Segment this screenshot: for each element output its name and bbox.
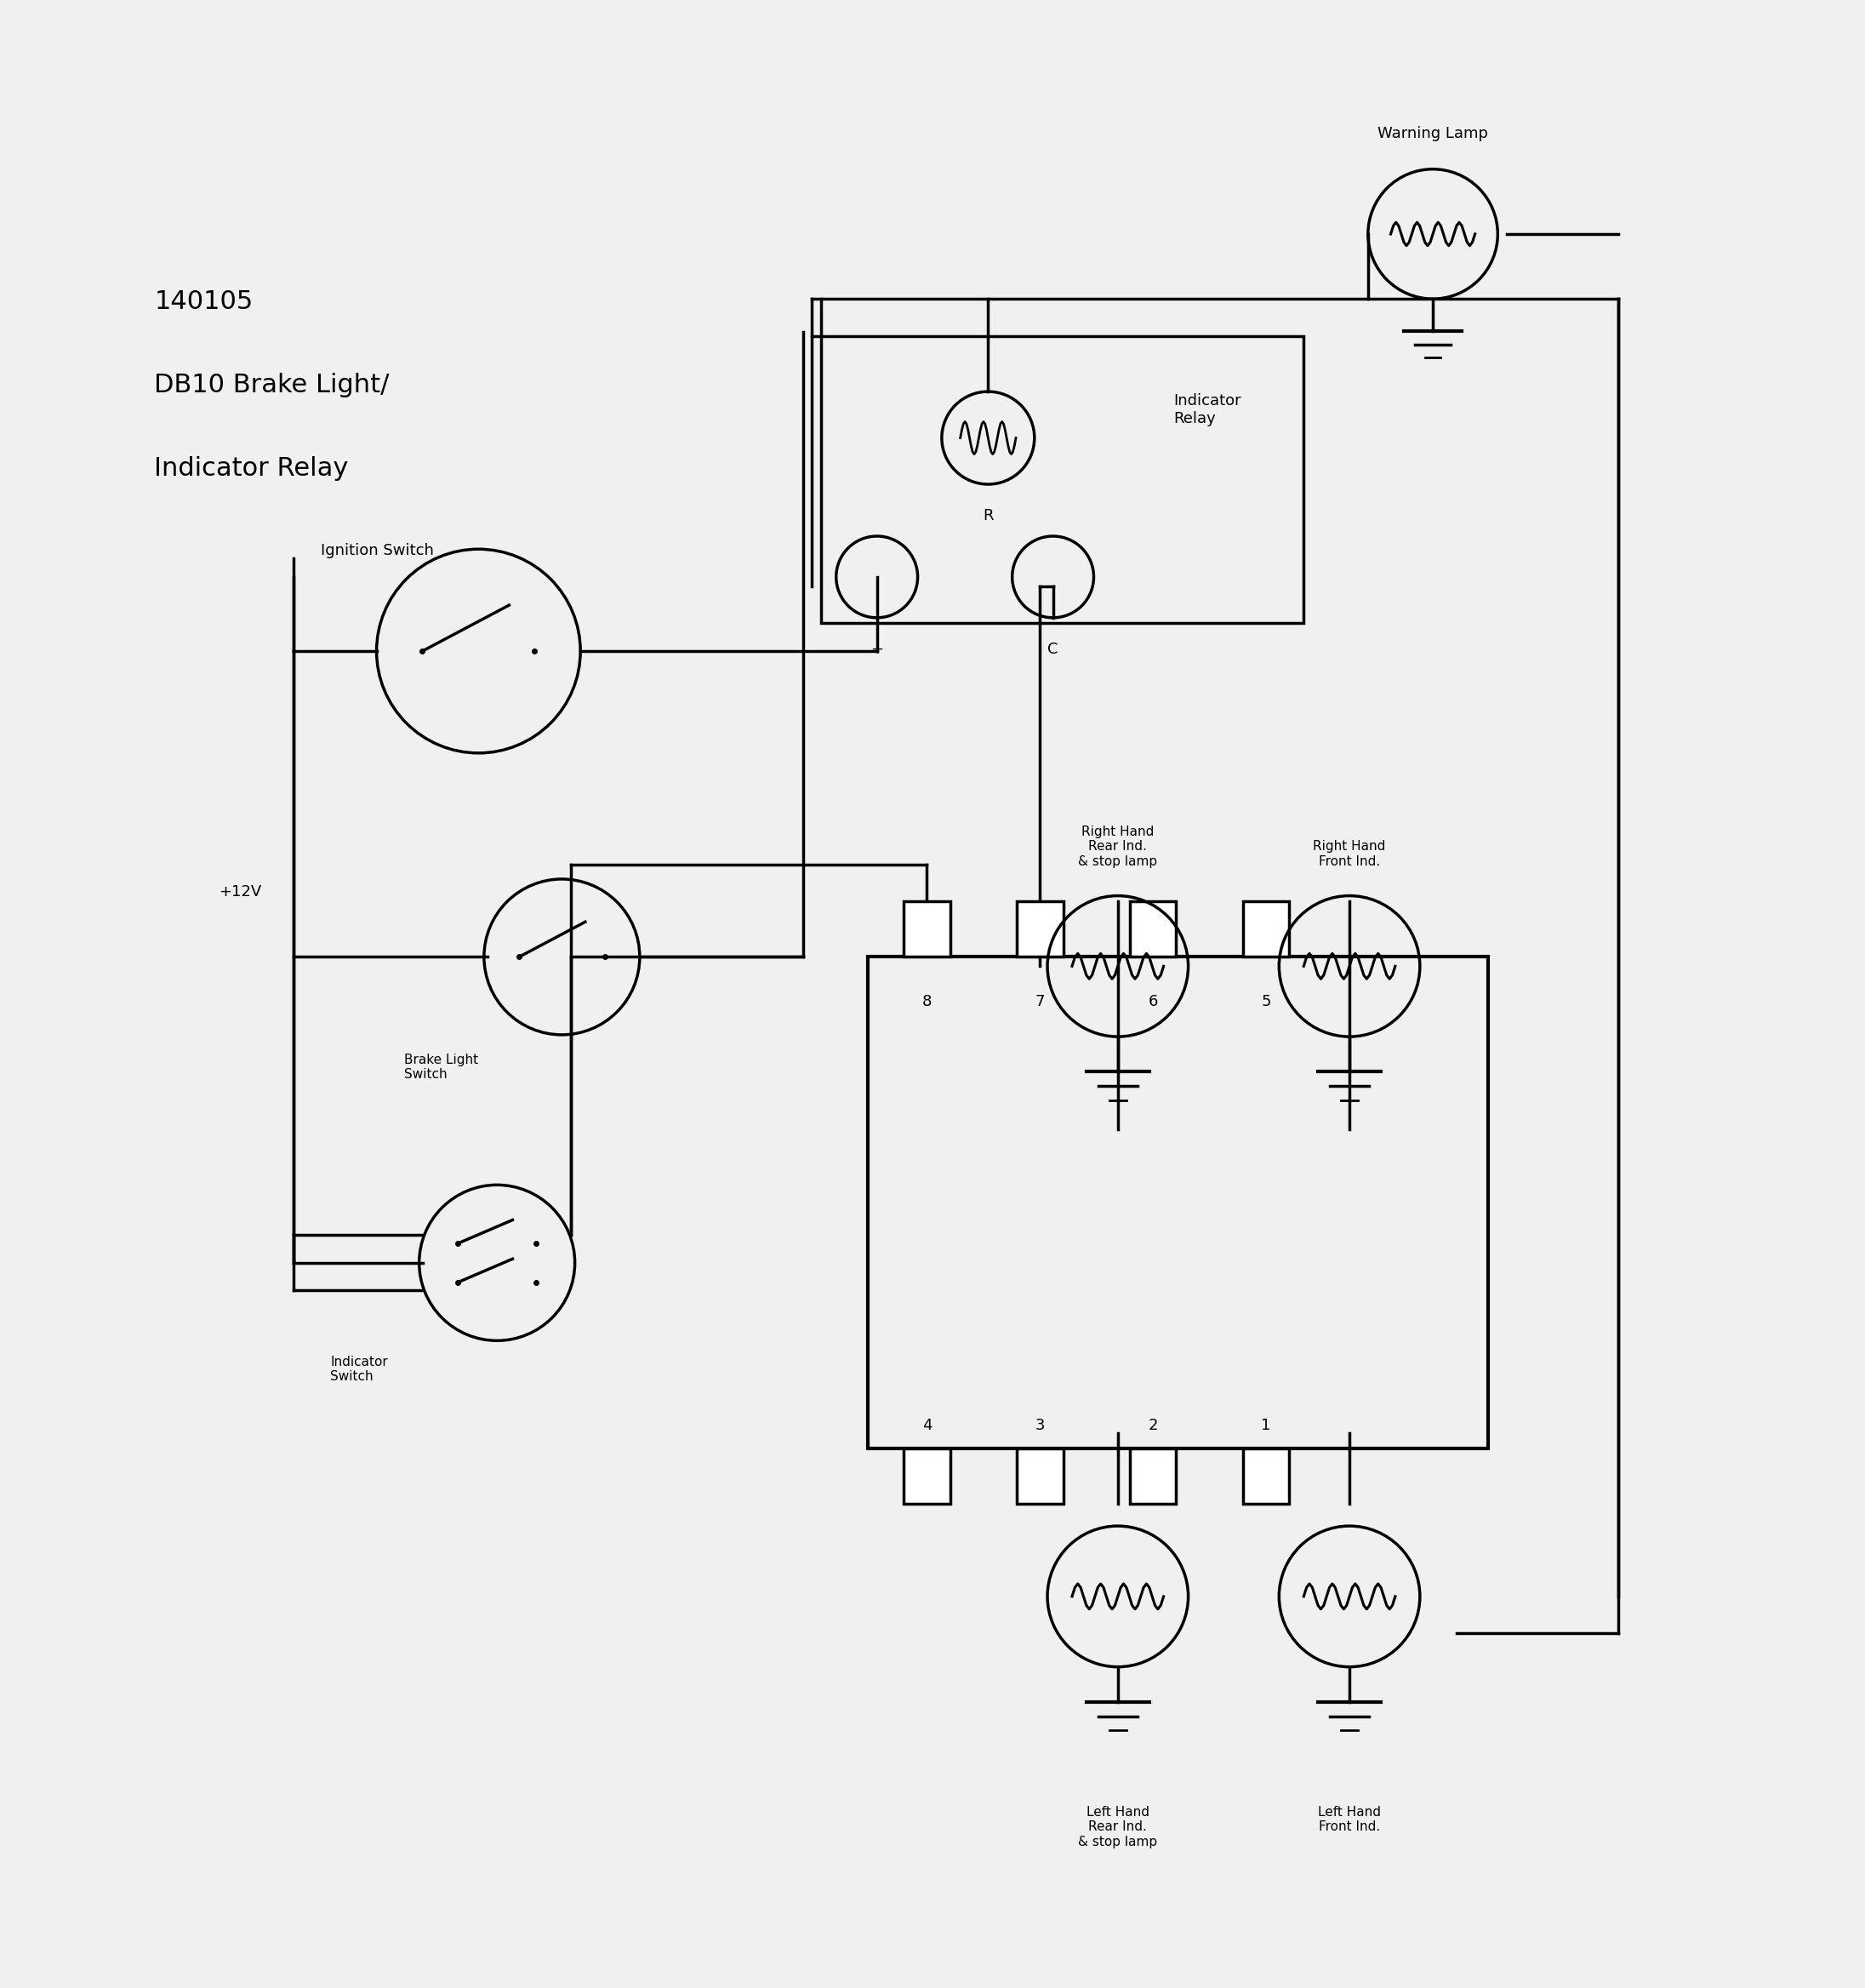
Bar [905, 901, 949, 956]
Text: 1: 1 [1261, 1417, 1270, 1433]
Text: 140105: 140105 [155, 290, 254, 314]
Text: Brake Light
Switch: Brake Light Switch [405, 1054, 479, 1081]
Bar [1242, 901, 1289, 956]
Text: 4: 4 [921, 1417, 932, 1433]
Text: 7: 7 [1035, 994, 1044, 1010]
Text: 3: 3 [1035, 1417, 1044, 1433]
Text: 8: 8 [921, 994, 932, 1010]
Text: Right Hand
Rear Ind.
& stop lamp: Right Hand Rear Ind. & stop lamp [1078, 825, 1158, 869]
Text: DB10 Brake Light/: DB10 Brake Light/ [155, 374, 390, 398]
Bar [821, 336, 1304, 624]
Bar [867, 956, 1488, 1447]
Text: R: R [983, 509, 994, 523]
Bar [905, 1447, 949, 1503]
Text: Indicator Relay: Indicator Relay [155, 457, 349, 481]
Text: 5: 5 [1261, 994, 1270, 1010]
Text: Indicator
Relay: Indicator Relay [1173, 394, 1242, 427]
Text: 2: 2 [1149, 1417, 1158, 1433]
Bar [1242, 1447, 1289, 1503]
Bar [1130, 901, 1177, 956]
Text: C: C [1048, 642, 1057, 658]
Bar [1016, 1447, 1063, 1503]
Bar [1016, 901, 1063, 956]
Text: 6: 6 [1149, 994, 1158, 1010]
Text: Ignition Switch: Ignition Switch [321, 543, 435, 559]
Text: Left Hand
Front Ind.: Left Hand Front Ind. [1319, 1805, 1380, 1833]
Text: +: + [871, 642, 884, 658]
Text: +12V: +12V [218, 885, 261, 901]
Text: Indicator
Switch: Indicator Switch [330, 1356, 388, 1384]
Text: Warning Lamp: Warning Lamp [1378, 125, 1488, 141]
Text: Right Hand
Front Ind.: Right Hand Front Ind. [1313, 841, 1386, 869]
Text: Left Hand
Rear Ind.
& stop lamp: Left Hand Rear Ind. & stop lamp [1078, 1805, 1158, 1849]
Bar [1130, 1447, 1177, 1503]
